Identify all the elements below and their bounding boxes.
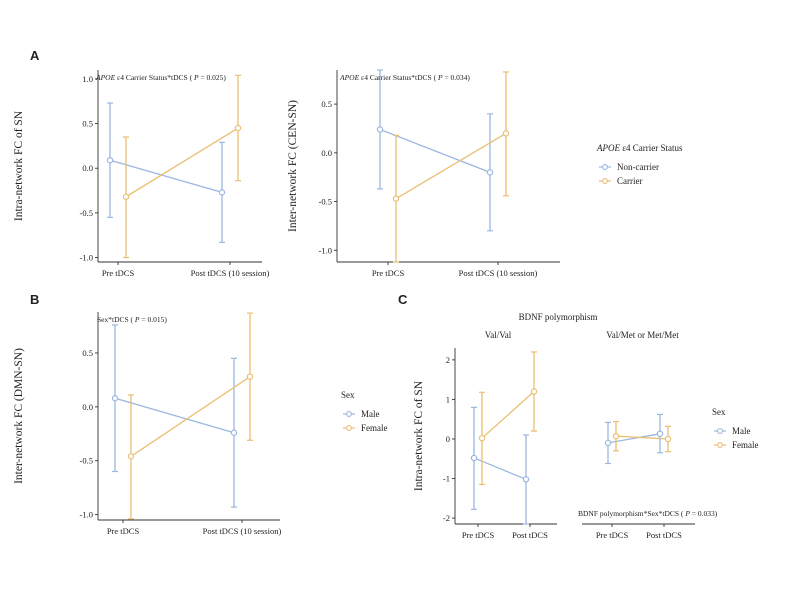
series-line: [395, 132, 507, 200]
x-tick-label: Pre tDCS: [462, 530, 495, 540]
facet-c1: Val/Val -2 -1 0 1 2 Pre tDCS Post tDCS: [443, 330, 557, 540]
legend-marker: [602, 164, 608, 170]
data-point: [111, 395, 119, 402]
data-point: [530, 388, 538, 395]
y-tick-label: 1: [446, 394, 450, 404]
legend-item-label: Male: [361, 409, 380, 419]
y-tick-label: 0.0: [321, 148, 332, 158]
data-point: [234, 124, 242, 132]
legend-item-label: Non-carrier: [617, 162, 659, 172]
y-axis-label: Inter-network FC (DMN-SN): [13, 348, 25, 484]
y-tick-label: -2: [443, 513, 450, 523]
x-tick-label: Post tDCS (10 session): [191, 268, 270, 278]
y-tick-label: -1.0: [80, 253, 93, 263]
facet-title: BDNF polymorphism: [519, 312, 598, 322]
data-point: [122, 193, 130, 201]
panel-letter: C: [398, 292, 408, 307]
data-point: [612, 432, 620, 440]
chart-a2: -1.0 -0.5 0.0 0.5 Pre tDCS Post tDCS (10 sess…: [287, 69, 560, 278]
data-point: [656, 430, 664, 438]
x-tick-label: Post tDCS: [646, 530, 682, 540]
series-line: [473, 457, 527, 480]
legend-marker: [602, 178, 608, 184]
x-tick-label: Pre tDCS: [107, 526, 140, 536]
y-tick-label: -1.0: [80, 510, 93, 520]
y-axis-label: Inter-network FC (CEN-SN): [287, 100, 299, 232]
y-tick-label: -1.0: [319, 245, 332, 255]
legend-title: APOE ε4 Carrier Status: [596, 143, 683, 153]
x-tick-label: Pre tDCS: [372, 268, 405, 278]
data-point: [502, 130, 510, 137]
legend-marker: [346, 411, 352, 417]
legend-item-label: Male: [732, 426, 751, 436]
data-point: [106, 156, 114, 164]
x-tick-label: Post tDCS (10 session): [203, 526, 282, 536]
interaction-annotation: Sex*tDCS ( P = 0.015): [97, 315, 167, 324]
series-line: [379, 128, 491, 173]
y-axis-label: Intra-network FC of SN: [413, 380, 425, 491]
series-line: [114, 397, 235, 434]
y-tick-label: 0.5: [321, 99, 332, 109]
panel-letter: B: [30, 292, 39, 307]
data-point: [127, 453, 135, 460]
x-tick-label: Post tDCS (10 session): [459, 268, 538, 278]
legend-title: Sex: [341, 390, 355, 400]
y-tick-label: 0.0: [82, 402, 93, 412]
data-point: [376, 126, 384, 133]
y-tick-label: -0.5: [319, 197, 332, 207]
interaction-annotation: APOE ε4 Carrier Status*tDCS ( P = 0.025): [95, 73, 226, 82]
legend-marker: [717, 442, 723, 448]
y-tick-label: 0: [446, 434, 450, 444]
data-point: [246, 373, 254, 380]
y-tick-label: -0.5: [80, 456, 93, 466]
data-point: [230, 429, 238, 436]
y-tick-label: -1: [443, 474, 450, 484]
legend-marker: [346, 425, 352, 431]
series-line: [607, 433, 661, 444]
interaction-annotation: BDNF polymorphism*Sex*tDCS ( P = 0.033): [578, 509, 718, 518]
facet-c2: Val/Met or Met/Met Pre tDCS Post tDCS: [582, 330, 695, 540]
panel-letter: A: [30, 48, 40, 63]
series-line: [130, 376, 251, 457]
legend-item-label: Carrier: [617, 176, 642, 186]
chart-b1: -1.0 -0.5 0.0 0.5 Pre tDCS Post tDCS (10 sess…: [13, 312, 281, 536]
facet-label: Val/Val: [485, 330, 512, 340]
panel-b: B -1.0 -0.5 0.0 0.5 Pre tDCS Post tDCS (10 ses…: [13, 292, 388, 536]
y-tick-label: -0.5: [80, 208, 93, 218]
y-tick-label: 1.0: [82, 74, 93, 84]
y-tick-label: 2: [446, 355, 450, 365]
data-point: [218, 189, 226, 196]
series-line: [481, 391, 535, 439]
y-tick-label: 0.5: [82, 119, 93, 129]
legend-item-label: Female: [732, 440, 759, 450]
legend-marker: [717, 428, 723, 434]
panel-c: C BDNF polymorphism Val/Val -2 -1 0 1 2 Pre tDCS…: [398, 292, 759, 540]
y-tick-label: 0.0: [82, 163, 93, 173]
legend-title: Sex: [712, 407, 726, 417]
data-point: [486, 169, 494, 176]
series-line: [125, 127, 239, 198]
data-point: [522, 476, 530, 483]
y-axis-label: Intra-network FC of SN: [13, 110, 25, 221]
legend-item-label: Female: [361, 423, 388, 433]
x-tick-label: Pre tDCS: [102, 268, 135, 278]
x-tick-label: Post tDCS: [512, 530, 548, 540]
series-line: [615, 435, 669, 440]
x-tick-label: Pre tDCS: [596, 530, 629, 540]
data-point: [478, 434, 486, 442]
interaction-annotation: APOE ε4 Carrier Status*tDCS ( P = 0.034): [339, 73, 470, 82]
data-point: [470, 454, 478, 462]
data-point: [604, 439, 612, 447]
facet-label: Val/Met or Met/Met: [606, 330, 679, 340]
data-point: [664, 435, 672, 443]
data-point: [392, 195, 400, 202]
chart-a1: -1.0 -0.5 0.0 0.5 1.0 Pre tDCS Post tDCS (10 s…: [13, 70, 269, 278]
panel-a: A -1.0 -0.5 0.0 0.5 1.0 Pre tDCS Post tDCS (10 …: [13, 48, 683, 278]
y-tick-label: 0.5: [82, 348, 93, 358]
series-line: [109, 159, 223, 193]
